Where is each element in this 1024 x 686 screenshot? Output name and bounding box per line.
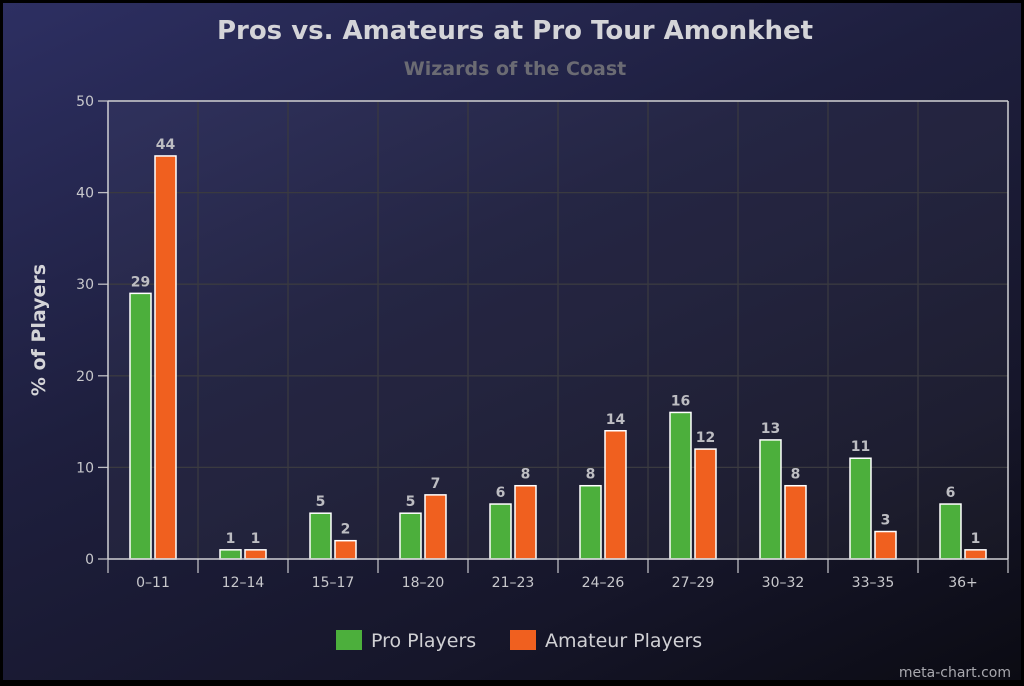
axes: 0 10 20 30 40 50 0–11 12–14 15–17 18–20 21–23 24–26…: [76, 94, 1009, 591]
chart-subtitle: Wizards of the Coast: [404, 58, 627, 80]
data-label: 3: [881, 513, 891, 529]
y-tick-label: 40: [76, 186, 94, 202]
legend-swatch: [510, 630, 536, 650]
data-label: 11: [851, 439, 870, 455]
bar-amateur: [694, 448, 717, 560]
chart-title: Pros vs. Amateurs at Pro Tour Amonkhet: [217, 16, 813, 46]
data-label: 12: [696, 430, 715, 446]
y-axis-label: % of Players: [28, 264, 50, 396]
data-label: 44: [156, 137, 176, 153]
bar-amateur: [604, 430, 627, 560]
data-label: 1: [226, 531, 236, 547]
legend-label: Pro Players: [371, 630, 476, 652]
data-label: 5: [406, 494, 416, 510]
data-label: 1: [971, 531, 981, 547]
data-label: 6: [946, 485, 956, 501]
legend-swatch: [336, 630, 362, 650]
bar-amateur: [784, 484, 807, 560]
bar-pro: [309, 512, 332, 560]
data-label: 7: [431, 476, 441, 492]
x-tick-label: 21–23: [492, 575, 535, 591]
x-tick-label: 24–26: [582, 575, 625, 591]
y-tick-label: 50: [76, 94, 94, 110]
bar-pro: [759, 439, 782, 560]
data-label: 8: [791, 467, 801, 483]
x-tick-label: 33–35: [852, 575, 895, 591]
x-tick-label: 30–32: [762, 575, 805, 591]
bar-pro: [399, 512, 422, 560]
y-tick-label: 10: [76, 460, 94, 476]
x-tick-label: 0–11: [136, 575, 170, 591]
data-label: 5: [316, 494, 326, 510]
x-tick-label: 12–14: [222, 575, 265, 591]
data-label: 13: [761, 421, 780, 437]
legend: Pro Players Amateur Players: [336, 630, 702, 652]
bar-amateur: [514, 484, 537, 560]
y-tick-label: 0: [85, 552, 94, 568]
bar-pro: [849, 457, 872, 560]
credit-text: meta-chart.com: [899, 665, 1011, 681]
data-label: 16: [671, 393, 690, 409]
data-label: 8: [586, 467, 596, 483]
bar-amateur: [874, 530, 897, 560]
data-label: 1: [251, 531, 261, 547]
x-tick-label: 27–29: [672, 575, 715, 591]
legend-label: Amateur Players: [545, 630, 702, 652]
data-label: 14: [606, 412, 626, 428]
bar-amateur: [154, 155, 177, 560]
x-tick-label: 36+: [948, 575, 978, 591]
bar-pro: [219, 549, 242, 560]
bar-chart: Pros vs. Amateurs at Pro Tour Amonkhet W…: [28, 16, 1011, 681]
bar-pro: [489, 503, 512, 560]
bar-amateur: [424, 494, 447, 560]
data-label: 6: [496, 485, 506, 501]
bar-amateur: [334, 539, 357, 560]
x-tick-label: 15–17: [312, 575, 355, 591]
data-label: 8: [521, 467, 531, 483]
bar-amateur: [964, 549, 987, 560]
bar-pro: [669, 411, 692, 560]
bar-pro: [579, 484, 602, 560]
y-tick-label: 20: [76, 369, 94, 385]
data-label: 2: [341, 522, 351, 538]
x-tick-label: 18–20: [402, 575, 445, 591]
bar-pro: [129, 292, 152, 560]
bar-amateur: [244, 549, 267, 560]
bar-pro: [939, 503, 962, 560]
y-tick-label: 30: [76, 277, 94, 293]
data-label: 29: [131, 274, 150, 290]
